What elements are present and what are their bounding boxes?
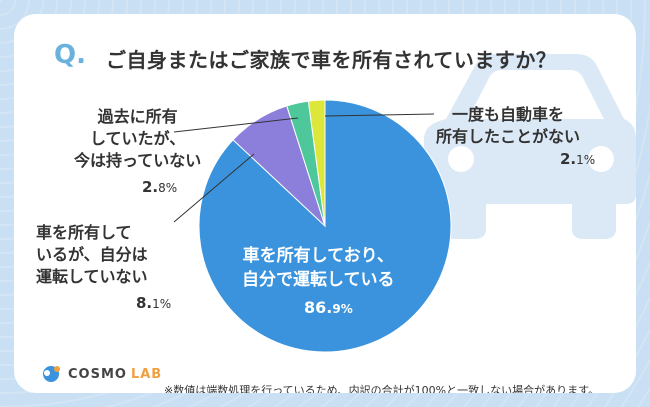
car-icon	[424, 54, 636, 239]
pct-never-owned-dec: 1%	[576, 153, 596, 167]
pct-own-and-drive-num: 86.	[304, 298, 333, 317]
question-mark-label: Q.	[54, 40, 86, 70]
pct-own-and-drive-dec: 9%	[332, 302, 353, 316]
pct-never-owned-num: 2.	[560, 150, 577, 168]
label-own-and-drive: 車を所有しており、 自分で運転している	[242, 246, 395, 290]
label-own-no-drive: 車を所有して いるが、自分は 運転していない	[36, 223, 148, 286]
pct-past-owner: 2.8%	[142, 178, 177, 196]
logo-icon	[43, 366, 60, 382]
label-past-owner: 過去に所有 していたが、 今は持っていない	[74, 107, 202, 170]
pie-chart	[173, 99, 452, 353]
footnote: ※数値は端数処理を行っているため、内訳の合計が100%と一致しない場合があります…	[164, 384, 600, 393]
leader-line-never	[324, 113, 435, 117]
question-title: ご自身またはご家族で車を所有されていますか？	[106, 48, 557, 72]
leader-line-own-no-drive	[173, 153, 255, 223]
logo-text-cosmo: COSMO	[68, 366, 127, 382]
pct-past-owner-dec: 8%	[158, 181, 178, 195]
pct-own-no-drive-num: 8.	[136, 294, 153, 312]
slice-own-and-drive	[198, 99, 452, 353]
pct-never-owned: 2.1%	[560, 150, 595, 168]
pct-own-no-drive-dec: 1%	[152, 297, 172, 311]
pct-own-no-drive: 8.1%	[136, 294, 171, 312]
pct-own-and-drive: 86.9%	[304, 298, 353, 317]
content-card: Q. ご自身またはご家族で車を所有されていますか？ 過去に所有 していたが、 今…	[14, 14, 636, 393]
logo-text-lab: LAB	[130, 366, 163, 382]
pct-past-owner-num: 2.	[142, 178, 159, 196]
slice-never-owned	[307, 99, 326, 227]
cosmo-lab-logo: COSMO LAB	[40, 364, 162, 384]
leader-line-past	[173, 117, 299, 133]
label-never-owned: 一度も自動車を 所有したことがない	[436, 105, 581, 146]
